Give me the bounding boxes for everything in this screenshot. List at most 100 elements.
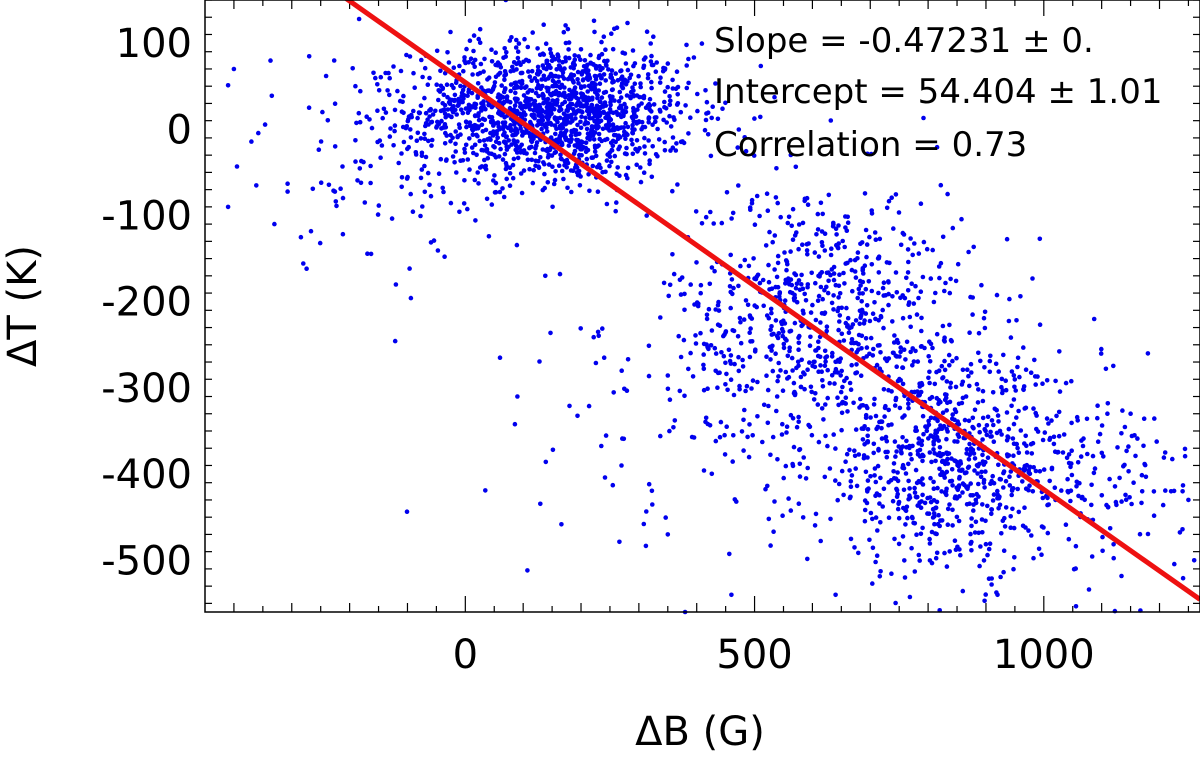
data-point [986, 546, 992, 552]
data-point [987, 358, 993, 364]
data-point [870, 545, 876, 551]
data-point [815, 402, 821, 407]
data-point [820, 296, 825, 302]
data-point [819, 406, 825, 411]
data-point [826, 192, 832, 198]
data-point [453, 107, 458, 113]
data-point [1066, 536, 1072, 542]
data-point [429, 119, 435, 125]
data-point [472, 64, 478, 69]
data-point [662, 148, 668, 153]
data-point [616, 146, 621, 152]
data-point [408, 295, 414, 301]
intercept-annotation: Intercept = 54.404 ± 1.01 [714, 72, 1162, 112]
data-point [670, 188, 675, 194]
data-point [862, 263, 868, 269]
data-point [1047, 478, 1052, 484]
data-point [796, 363, 801, 369]
data-point [527, 166, 532, 172]
data-point [859, 403, 864, 408]
data-point [568, 101, 573, 107]
data-point [877, 501, 882, 506]
data-point [1077, 480, 1082, 486]
data-point [965, 465, 971, 471]
data-point [646, 116, 651, 122]
data-point [441, 189, 446, 195]
data-point [828, 118, 834, 123]
data-point [653, 69, 659, 74]
data-point [681, 140, 687, 146]
data-point [818, 284, 824, 290]
data-point [870, 581, 875, 586]
x-tick-label: 0 [453, 632, 478, 678]
data-point [912, 389, 917, 395]
data-point [713, 438, 719, 444]
data-point [990, 390, 996, 395]
data-point [900, 462, 906, 468]
data-point [381, 106, 387, 112]
data-point [841, 270, 846, 276]
data-point [1104, 502, 1109, 508]
data-point [805, 202, 811, 207]
data-point [457, 125, 463, 131]
data-point [780, 388, 786, 394]
data-point [625, 67, 631, 73]
data-point [652, 115, 658, 120]
data-point [1191, 558, 1197, 563]
data-point [964, 502, 970, 507]
data-point [936, 368, 942, 374]
data-point [1010, 436, 1016, 441]
data-point [467, 136, 472, 141]
data-point [772, 499, 777, 504]
data-point [667, 397, 673, 403]
data-point [784, 338, 789, 343]
data-point [800, 220, 806, 226]
data-point [775, 378, 780, 384]
data-point [750, 433, 755, 438]
data-point [954, 459, 960, 465]
data-point [656, 137, 662, 142]
data-point [529, 112, 534, 118]
data-point [515, 84, 521, 90]
data-point [420, 204, 425, 209]
data-point [607, 163, 612, 169]
data-point [818, 538, 823, 544]
data-point [571, 151, 577, 156]
data-point [519, 190, 525, 196]
data-point [969, 516, 974, 521]
data-point [940, 323, 946, 329]
data-point [879, 425, 884, 431]
data-point [1011, 453, 1016, 459]
data-point [865, 433, 870, 439]
data-point [475, 95, 481, 100]
data-point [917, 558, 922, 563]
data-point [1008, 514, 1013, 519]
data-point [658, 109, 663, 114]
data-point [558, 152, 563, 158]
data-point [544, 58, 549, 64]
data-point [911, 520, 916, 526]
data-point [535, 46, 540, 51]
data-point [559, 522, 564, 527]
data-point [816, 254, 822, 259]
data-point [572, 85, 578, 90]
data-point [749, 386, 754, 391]
data-point [814, 232, 819, 237]
data-point [781, 475, 786, 481]
data-point [715, 116, 721, 122]
data-point [563, 40, 569, 46]
data-point [955, 439, 960, 444]
data-point [910, 515, 915, 521]
data-point [418, 103, 424, 108]
data-point [824, 284, 829, 290]
data-point [609, 147, 615, 153]
data-point [709, 328, 715, 333]
data-point [1026, 468, 1031, 474]
data-point [987, 541, 993, 546]
data-point [725, 387, 730, 393]
data-point [926, 422, 932, 428]
data-point [803, 476, 809, 481]
data-point [728, 353, 734, 358]
data-point [973, 500, 979, 506]
data-point [550, 98, 555, 103]
